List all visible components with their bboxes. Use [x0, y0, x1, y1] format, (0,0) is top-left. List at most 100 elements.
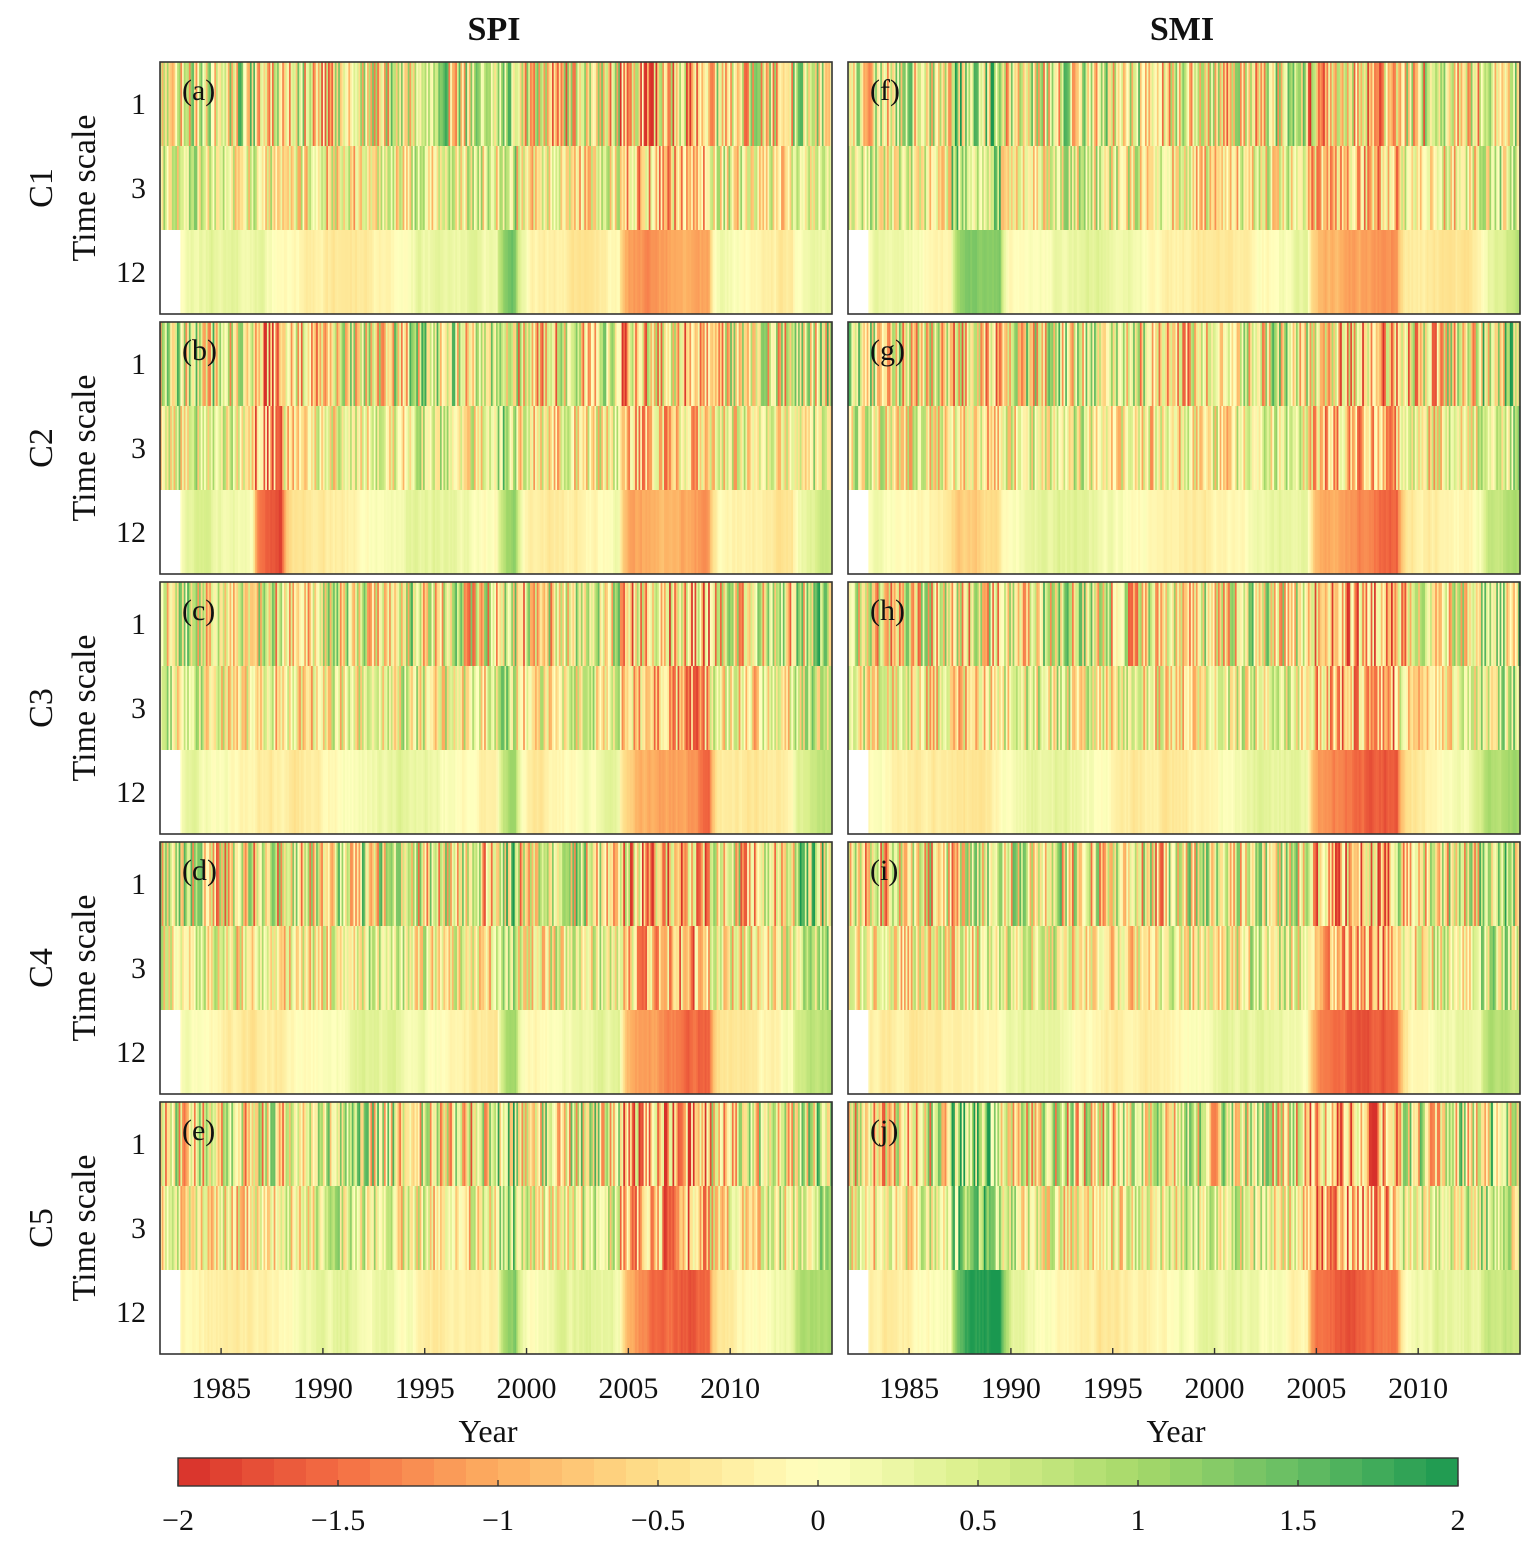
heatmap-cell — [560, 406, 563, 490]
heatmap-cell — [558, 926, 562, 1010]
heatmap-cell — [350, 750, 353, 834]
heatmap-cell — [687, 230, 691, 314]
heatmap-cell — [514, 1010, 517, 1094]
heatmap-cell — [285, 490, 288, 574]
heatmap-cell — [682, 406, 685, 490]
heatmap-cell — [585, 1102, 589, 1186]
heatmap-cell — [229, 666, 232, 750]
heatmap-cell — [234, 926, 237, 1010]
heatmap-cell — [492, 750, 495, 834]
heatmap-cell — [402, 750, 405, 834]
heatmap-cell — [774, 146, 777, 230]
heatmap-cell — [217, 582, 220, 666]
heatmap-cell — [285, 146, 288, 230]
heatmap-cell — [514, 230, 517, 314]
heatmap-cell — [570, 406, 573, 490]
heatmap-cell — [536, 322, 540, 406]
heatmap-cell — [309, 406, 312, 490]
heatmap-cell — [187, 1010, 190, 1094]
heatmap-cell — [543, 146, 546, 230]
heatmap-cell — [699, 750, 702, 834]
heatmap-cell — [769, 926, 772, 1010]
heatmap-cell — [811, 146, 814, 230]
heatmap-cell — [260, 750, 263, 834]
heatmap-cell — [687, 666, 691, 750]
heatmap-cell — [336, 62, 339, 146]
heatmap-cell — [499, 1010, 502, 1094]
heatmap-cell — [777, 1010, 780, 1094]
heatmap-cell — [226, 322, 229, 406]
heatmap-cell — [731, 926, 735, 1010]
heatmap-cell — [419, 842, 422, 926]
heatmap-cell — [709, 322, 713, 406]
heatmap-cell — [355, 230, 358, 314]
heatmap-cell — [745, 926, 748, 1010]
heatmap-cell — [577, 750, 580, 834]
heatmap-cell — [697, 1010, 701, 1094]
heatmap-cell — [183, 1010, 187, 1094]
heatmap-cell — [248, 1102, 251, 1186]
heatmap-cell — [501, 582, 504, 666]
row-label-c1: C1 — [23, 168, 60, 208]
heatmap-cell — [263, 926, 266, 1010]
heatmap-cell — [407, 230, 411, 314]
heatmap-cell — [613, 1010, 616, 1094]
heatmap-cell — [241, 582, 244, 666]
heatmap-cell — [613, 842, 616, 926]
heatmap-cell — [769, 666, 772, 750]
heatmap-cell — [655, 146, 658, 230]
heatmap-cell — [348, 1102, 351, 1186]
heatmap-cell — [212, 146, 215, 230]
heatmap-cell — [360, 750, 363, 834]
heatmap-cell — [628, 750, 631, 834]
heatmap-cell — [579, 750, 582, 834]
heatmap-cell — [528, 842, 531, 926]
heatmap-cell — [507, 490, 511, 574]
heatmap-cell — [623, 406, 626, 490]
heatmap-cell — [789, 146, 792, 230]
heatmap-cell — [399, 322, 402, 406]
heatmap-cell — [436, 750, 439, 834]
heatmap-cell — [570, 750, 573, 834]
heatmap-cell — [266, 490, 270, 574]
heatmap-cell — [604, 842, 607, 926]
heatmap-cell — [703, 62, 706, 146]
heatmap-cell — [270, 62, 273, 146]
heatmap-cell — [826, 230, 830, 314]
heatmap-cell — [222, 406, 226, 490]
heatmap-cell — [518, 322, 521, 406]
heatmap-cell — [706, 322, 709, 406]
heatmap-cell — [446, 926, 450, 1010]
heatmap-cell — [594, 750, 597, 834]
heatmap-cell — [263, 62, 266, 146]
heatmap-cell — [516, 582, 519, 666]
heatmap-cell — [658, 666, 662, 750]
heatmap-cell — [635, 322, 638, 406]
heatmap-cell — [265, 582, 268, 666]
heatmap-cell — [314, 490, 317, 574]
heatmap-cell — [207, 842, 210, 926]
heatmap-cell — [372, 230, 375, 314]
heatmap-cell — [241, 62, 244, 146]
heatmap-cell — [619, 62, 623, 146]
heatmap-cell — [521, 926, 524, 1010]
heatmap-cell — [333, 1010, 336, 1094]
heatmap-cell — [723, 582, 726, 666]
heatmap-cell — [287, 582, 290, 666]
heatmap-cell — [667, 490, 670, 574]
heatmap-cell — [787, 842, 791, 926]
heatmap-cell — [343, 926, 346, 1010]
heatmap-cell — [574, 490, 577, 574]
heatmap-cell — [460, 146, 463, 230]
heatmap-cell — [667, 750, 670, 834]
heatmap-cell — [477, 582, 480, 666]
heatmap-cell — [219, 750, 222, 834]
heatmap-cell — [431, 926, 434, 1010]
heatmap-cell — [161, 1102, 164, 1186]
heatmap-cell — [329, 750, 332, 834]
heatmap-cell — [346, 750, 349, 834]
heatmap-cell — [258, 1010, 261, 1094]
heatmap-cell — [205, 230, 209, 314]
heatmap-cell — [424, 842, 428, 926]
heatmap-cell — [309, 146, 312, 230]
